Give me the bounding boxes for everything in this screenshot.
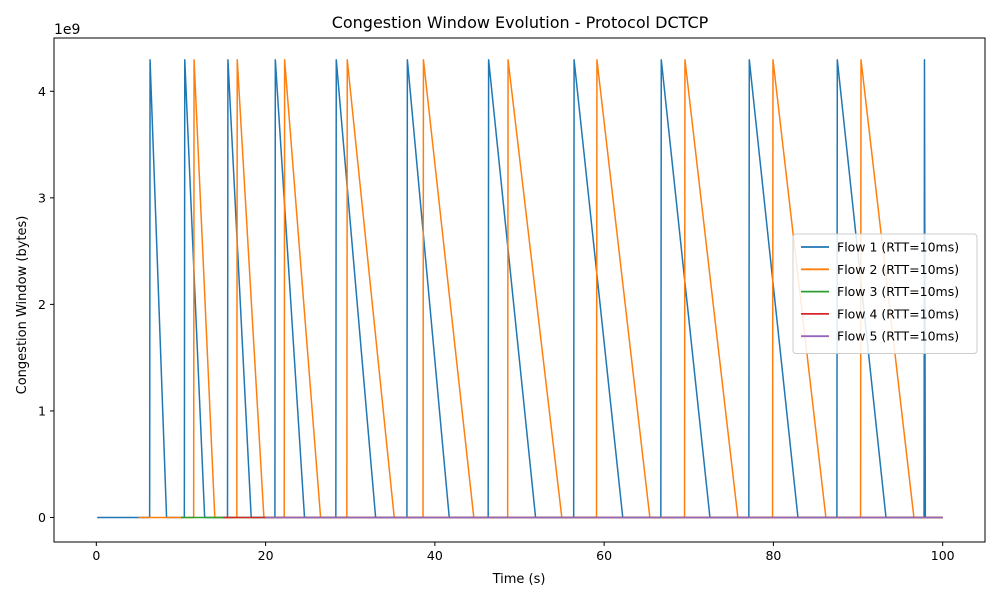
y-tick-label: 0 — [38, 510, 46, 525]
axes-frame — [53, 37, 986, 543]
legend-label: Flow 2 (RTT=10ms) — [837, 262, 959, 277]
y-tick-label: 1 — [38, 403, 46, 418]
x-tick-label: 80 — [765, 548, 781, 563]
y-axis-label: Congestion Window (bytes) — [15, 216, 30, 395]
legend-label: Flow 4 (RTT=10ms) — [837, 306, 959, 321]
x-tick-label: 100 — [931, 548, 955, 563]
legend-label: Flow 1 (RTT=10ms) — [837, 240, 959, 255]
y-axis-offset-label: 1e9 — [54, 22, 80, 38]
legend-label: Flow 5 (RTT=10ms) — [837, 329, 959, 344]
axes: 0 20 40 60 80 100 0 1 2 3 4 — [38, 37, 986, 563]
x-tick-label: 0 — [92, 548, 100, 563]
x-tick-label: 20 — [258, 548, 274, 563]
y-tick-label: 3 — [38, 190, 46, 205]
x-tick-label: 40 — [427, 548, 443, 563]
x-tick-label: 60 — [596, 548, 612, 563]
x-axis-label: Time (s) — [492, 572, 546, 587]
chart-title: Congestion Window Evolution - Protocol D… — [332, 13, 709, 32]
legend: Flow 1 (RTT=10ms) Flow 2 (RTT=10ms) Flow 3… — [792, 233, 978, 354]
legend-label: Flow 3 (RTT=10ms) — [837, 284, 959, 299]
plot-area — [97, 59, 943, 519]
y-tick-label: 4 — [38, 84, 46, 99]
y-tick-label: 2 — [38, 297, 46, 312]
legend-box — [792, 233, 978, 354]
